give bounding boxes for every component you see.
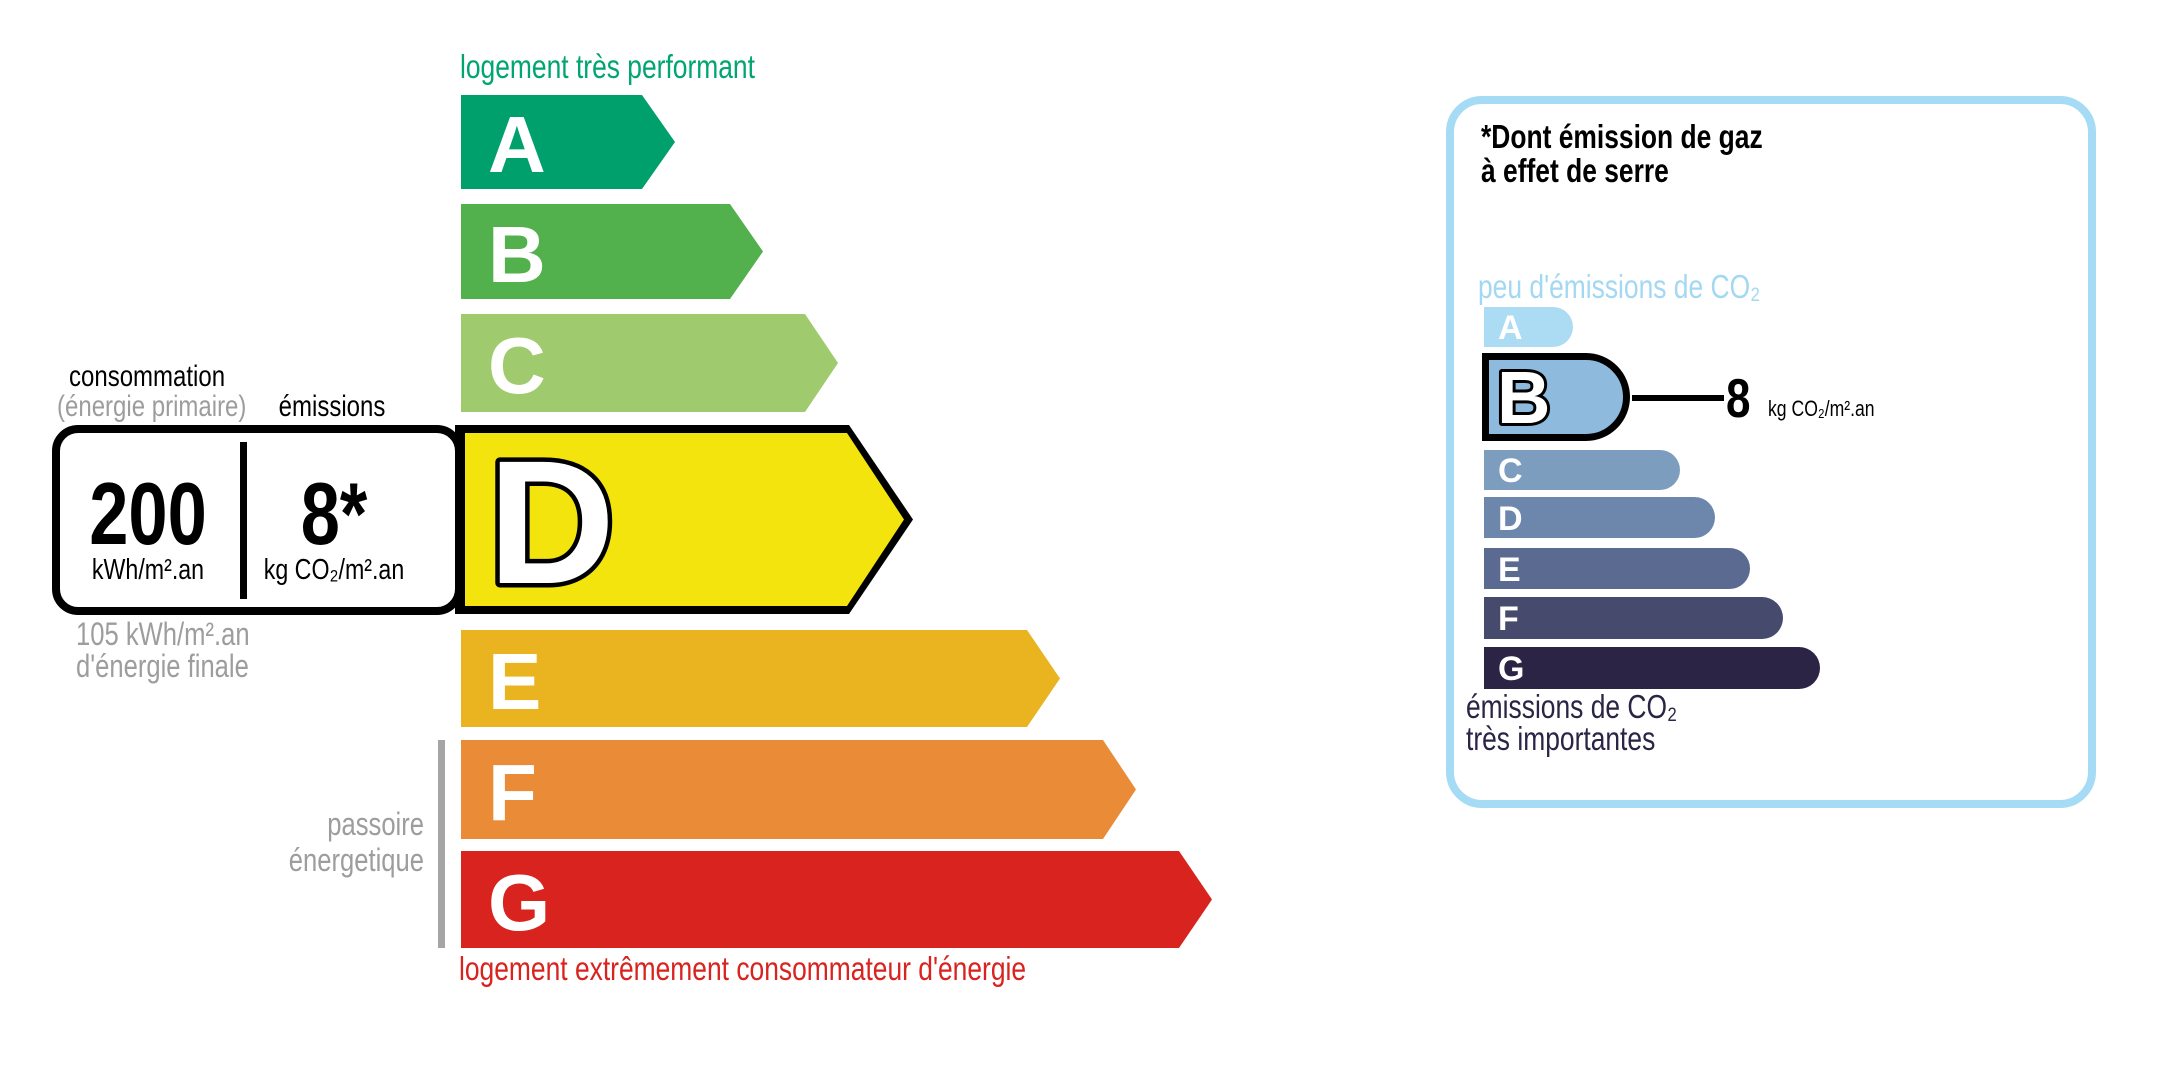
consumption-value: 200	[89, 464, 207, 563]
co2-low-label: peu d'émissions de CO₂	[1478, 268, 1761, 305]
energy-sieve-bracket-line	[438, 740, 445, 948]
co2-rating-pointer-line	[1632, 395, 1724, 401]
emissions-unit: kg CO₂/m².an	[263, 554, 405, 586]
co2-class-bar-f: F	[1484, 597, 1783, 639]
co2-class-letter-f: F	[1498, 600, 1519, 638]
co2-class-bar-a: A	[1484, 307, 1573, 347]
co2-class-bar-b	[1482, 353, 1630, 441]
energy-class-arrow-b: B	[461, 204, 763, 299]
co2-panel-title-line2: à effet de serre	[1481, 152, 1669, 189]
energy-class-letter-b: B	[488, 209, 546, 299]
energy-sieve-label: passoire énergetique	[288, 806, 424, 878]
co2-rating-unit: kg CO₂/m².an	[1768, 396, 1875, 421]
emissions-header: émissions	[278, 390, 386, 423]
co2-class-bar-d: D	[1484, 497, 1715, 538]
energy-class-letter-d: D	[484, 421, 620, 626]
energy-class-letter-c: C	[488, 321, 546, 410]
energy-class-letter-f: F	[488, 747, 537, 837]
co2-class-letter-g: G	[1498, 650, 1525, 688]
top-performance-label: logement très performant	[460, 48, 755, 85]
co2-class-bar-e: E	[1484, 548, 1750, 589]
energy-class-letter-e: E	[488, 636, 542, 726]
energy-class-letter-d-text: D	[488, 425, 615, 621]
primary-energy-header: (énergie primaire)	[57, 390, 247, 423]
energy-class-letter-g: G	[488, 857, 551, 947]
co2-class-letter-d: D	[1498, 499, 1523, 538]
values-box-divider	[240, 442, 247, 599]
energy-class-arrow-d	[455, 425, 913, 614]
values-box	[52, 425, 463, 615]
co2-class-letter-c: C	[1498, 452, 1523, 490]
co2-high-label-line2: très importantes	[1466, 720, 1656, 757]
energy-class-arrow-c: C	[461, 314, 838, 412]
energy-class-arrow-f: F	[461, 740, 1136, 839]
co2-class-letter-a: A	[1498, 309, 1523, 347]
co2-class-letter-e: E	[1498, 550, 1521, 589]
co2-class-letter-b: B	[1494, 353, 1553, 442]
bottom-consumption-label: logement extrêmement consommateur d'éner…	[459, 950, 1027, 987]
final-energy-line2: d'énergie finale	[76, 648, 249, 684]
co2-high-label-line1: émissions de CO₂	[1466, 688, 1678, 725]
co2-panel-title-line1: *Dont émission de gaz	[1481, 118, 1763, 155]
consumption-unit: kWh/m².an	[91, 554, 205, 586]
final-energy-line1: 105 kWh/m².an	[76, 616, 250, 652]
energy-class-arrow-a: A	[461, 95, 675, 189]
co2-class-bar-c: C	[1484, 450, 1680, 490]
co2-rating-value: 8	[1726, 367, 1751, 429]
co2-panel	[1446, 96, 2096, 808]
consumption-header: consommation	[69, 360, 226, 393]
co2-class-bar-g: G	[1484, 647, 1820, 689]
energy-class-letter-a: A	[488, 100, 546, 189]
energy-class-arrow-g: G	[461, 851, 1212, 948]
emissions-value: 8*	[300, 464, 368, 563]
energy-class-arrow-e: E	[461, 630, 1060, 727]
energy-class-arrow-d-fill	[465, 433, 904, 606]
co2-class-letter-b-text: B	[1497, 356, 1550, 439]
